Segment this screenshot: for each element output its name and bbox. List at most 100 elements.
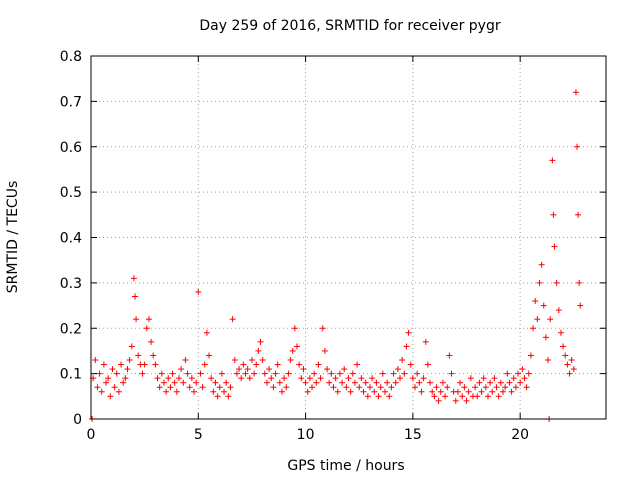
data-point	[394, 366, 401, 373]
data-point	[261, 370, 268, 377]
data-point	[390, 370, 397, 377]
data-point	[324, 366, 331, 373]
data-point	[120, 379, 127, 386]
data-point	[576, 279, 583, 286]
data-point	[203, 329, 210, 336]
data-point	[281, 375, 288, 382]
data-point	[251, 370, 258, 377]
y-tick-label: 0.8	[60, 49, 82, 65]
data-point	[515, 370, 522, 377]
data-point	[364, 393, 371, 400]
data-point	[478, 388, 485, 395]
data-point	[437, 388, 444, 395]
data-point	[373, 379, 380, 386]
data-point	[482, 384, 489, 391]
data-point	[500, 388, 506, 395]
data-point	[315, 361, 322, 368]
data-point	[193, 379, 200, 386]
data-point	[369, 375, 376, 382]
data-point	[139, 370, 146, 377]
data-point	[358, 375, 365, 382]
data-point	[242, 370, 249, 377]
data-point	[362, 379, 369, 386]
data-point	[238, 375, 245, 382]
data-point	[555, 307, 562, 314]
data-point	[156, 384, 163, 391]
data-point	[311, 370, 318, 377]
x-tick-label: 5	[194, 427, 203, 443]
data-point	[244, 366, 251, 373]
data-point	[216, 384, 223, 391]
data-point	[268, 375, 275, 382]
data-point	[309, 384, 316, 391]
y-tick-label: 0.1	[60, 367, 82, 383]
data-point	[208, 375, 215, 382]
data-point	[175, 375, 182, 382]
data-point	[336, 370, 343, 377]
data-point	[439, 379, 446, 386]
data-point	[272, 370, 279, 377]
y-axis-label: SRMTID / TECUs	[5, 181, 21, 294]
data-point	[538, 261, 545, 268]
data-point	[221, 388, 228, 395]
data-point	[386, 393, 393, 400]
y-tick-label: 0	[73, 412, 82, 428]
data-point	[521, 375, 528, 382]
data-point	[313, 379, 320, 386]
data-point	[433, 384, 440, 391]
data-point	[118, 361, 125, 368]
data-point	[152, 361, 159, 368]
data-point	[540, 302, 547, 309]
data-point	[366, 384, 373, 391]
data-point	[186, 384, 193, 391]
data-point	[412, 384, 419, 391]
data-point	[276, 379, 283, 386]
data-point	[266, 366, 273, 373]
data-point	[474, 393, 481, 400]
data-point	[566, 370, 573, 377]
data-point	[570, 366, 577, 373]
data-point	[527, 352, 534, 359]
data-point	[135, 352, 142, 359]
data-point	[356, 384, 363, 391]
data-point	[560, 343, 567, 350]
data-point	[210, 388, 217, 395]
data-point	[550, 211, 557, 218]
grid-lines	[91, 56, 606, 419]
data-point	[495, 393, 502, 400]
data-point	[332, 375, 339, 382]
data-point	[414, 370, 421, 377]
chart-title: Day 259 of 2016, SRMTID for receiver pyg…	[199, 18, 500, 34]
data-point	[291, 325, 298, 332]
data-point	[454, 388, 461, 395]
data-point	[225, 393, 232, 400]
data-point	[171, 379, 178, 386]
data-point	[105, 375, 112, 382]
data-point	[452, 397, 459, 404]
data-point	[330, 384, 337, 391]
data-point	[163, 388, 170, 395]
data-point	[96, 370, 103, 377]
data-point	[472, 384, 479, 391]
data-point	[154, 375, 161, 382]
y-tick-label: 0.3	[60, 276, 82, 292]
data-point	[317, 375, 324, 382]
data-point	[572, 89, 579, 96]
data-point	[553, 279, 560, 286]
data-point	[532, 298, 539, 305]
data-point	[328, 370, 335, 377]
data-point	[341, 366, 348, 373]
data-point	[418, 388, 425, 395]
data-point	[407, 361, 414, 368]
data-point	[212, 379, 219, 386]
data-point	[371, 388, 378, 395]
data-point	[476, 379, 483, 386]
data-point	[351, 379, 358, 386]
data-point	[103, 379, 110, 386]
data-point	[188, 375, 195, 382]
data-point	[517, 379, 524, 386]
data-point	[233, 370, 240, 377]
data-point	[459, 393, 466, 400]
data-point	[236, 366, 243, 373]
